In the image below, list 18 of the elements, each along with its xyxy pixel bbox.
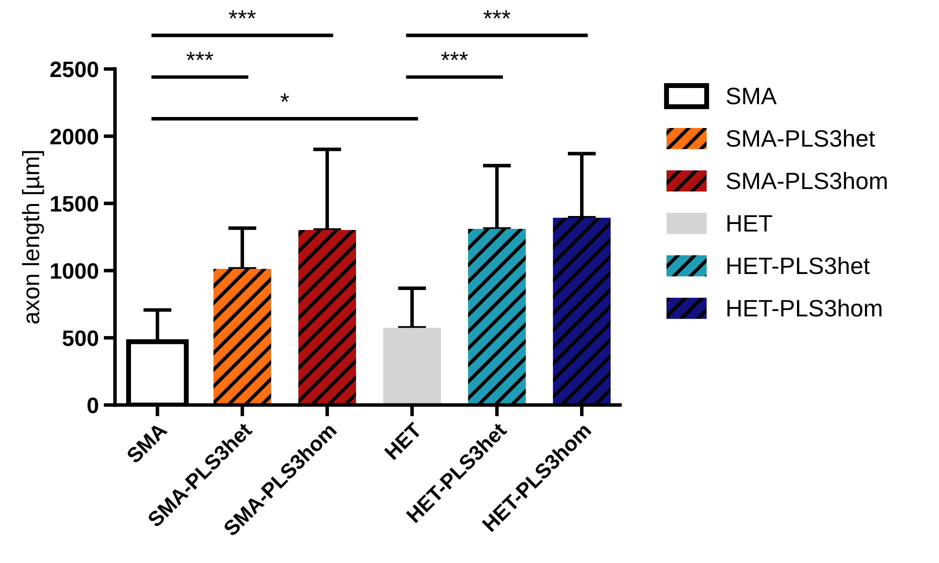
y-axis-title: axon length [µm] (22, 151, 44, 324)
legend-label: HET-PLS3het (727, 256, 870, 274)
text: *** (441, 52, 468, 60)
annotation: * (280, 94, 289, 102)
y-tick-label: 0 (88, 398, 98, 414)
legend-label: SMA (726, 88, 777, 104)
y-tick-label: 2500 (50, 62, 98, 78)
y-tick-label: 1500 (50, 196, 98, 212)
legend-label: HET-PLS3hom (727, 299, 882, 317)
text: *** (484, 10, 510, 19)
legend-label: HET (727, 215, 772, 232)
text: *** (228, 10, 256, 19)
y-tick-label: 500 (62, 330, 98, 346)
legend-label: SMA-PLS3hom (726, 172, 887, 190)
y-tick-label: 1000 (50, 263, 98, 279)
text: *** (186, 52, 214, 60)
legend-label: SMA-PLS3het (726, 130, 875, 147)
y-tick-label: 2000 (50, 128, 98, 144)
